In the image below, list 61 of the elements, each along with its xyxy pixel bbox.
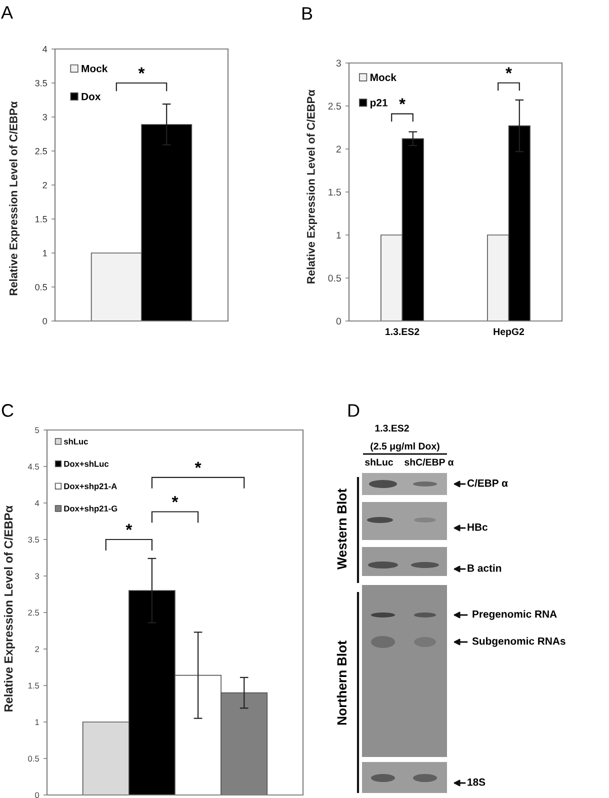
y-tick-label: 0.5 <box>35 284 47 290</box>
x-tick-label: HepG2 <box>494 328 524 338</box>
chart-title: C <box>2 404 14 417</box>
text: 18S <box>468 778 486 786</box>
annotation: * <box>126 524 132 530</box>
legend-label: Dox+shp21-A <box>64 483 117 491</box>
text: C/EBP α <box>467 479 508 487</box>
annotation: * <box>172 496 178 502</box>
y-tick-label: 1 <box>35 719 39 726</box>
y-axis-title: Relative Expression Level of C/EBPα <box>9 101 20 296</box>
annotation: * <box>506 67 512 74</box>
text: HBc <box>468 524 488 531</box>
text: Western Blot <box>336 488 347 570</box>
y-tick-label: 1.5 <box>28 682 40 689</box>
y-tick-label: 1.5 <box>328 188 341 196</box>
text: shC/EBP α <box>404 458 454 466</box>
text: D <box>348 404 360 417</box>
legend-label: Dox <box>82 92 101 100</box>
y-tick-label: 1 <box>336 232 341 239</box>
text: 1.3.ES2 <box>375 424 409 432</box>
y-tick-label: 2 <box>35 646 39 652</box>
y-axis-title: Relative Expression Level of C/EBPα <box>4 506 15 712</box>
legend-label: Mock <box>370 73 396 82</box>
legend-label: shLuc <box>64 438 88 444</box>
legend-label: p21 <box>370 99 388 108</box>
y-tick-label: 3.5 <box>35 80 47 86</box>
text: Pregenomic RNA <box>472 610 557 620</box>
text: Subgenomic RNAs <box>472 637 566 647</box>
y-tick-label: 2 <box>42 182 47 188</box>
y-tick-label: 0 <box>336 318 341 325</box>
annotation: * <box>194 462 202 468</box>
y-tick-label: 3 <box>42 114 47 120</box>
y-tick-label: 1.5 <box>36 216 47 222</box>
y-tick-label: 4 <box>34 500 40 506</box>
text: (2.5 μg/ml Dox) <box>370 442 440 452</box>
chart-title: B <box>302 7 312 20</box>
y-tick-label: 3.5 <box>28 536 40 543</box>
legend-label: Dox+shLuc <box>64 460 109 467</box>
y-tick-label: 2.5 <box>28 610 40 616</box>
y-tick-label: 3 <box>35 573 39 580</box>
legend-label: Mock <box>82 64 108 72</box>
text: Northern Blot <box>336 640 347 725</box>
y-tick-label: 4 <box>42 46 48 52</box>
y-tick-label: 5 <box>35 427 40 434</box>
text: shLuc <box>365 458 394 466</box>
y-tick-label: 2.5 <box>328 102 341 110</box>
y-tick-label: 2 <box>336 146 341 153</box>
y-tick-label: 4.5 <box>28 464 40 470</box>
chart-title: A <box>1 6 14 19</box>
y-tick-label: 3 <box>336 60 341 67</box>
y-tick-label: 0 <box>42 318 48 324</box>
y-tick-label: 0 <box>35 792 40 798</box>
annotation: * <box>138 67 145 74</box>
y-axis-title: Relative Expression Level of C/EBPα <box>306 90 318 284</box>
y-tick-label: 0.5 <box>328 274 341 282</box>
text: B actin <box>468 564 502 572</box>
y-tick-label: 0.5 <box>28 756 40 762</box>
y-tick-label: 2.5 <box>35 148 47 154</box>
y-tick-label: 1 <box>43 250 47 256</box>
legend-label: Dox+shp21-G <box>64 505 118 514</box>
annotation: * <box>399 98 406 104</box>
